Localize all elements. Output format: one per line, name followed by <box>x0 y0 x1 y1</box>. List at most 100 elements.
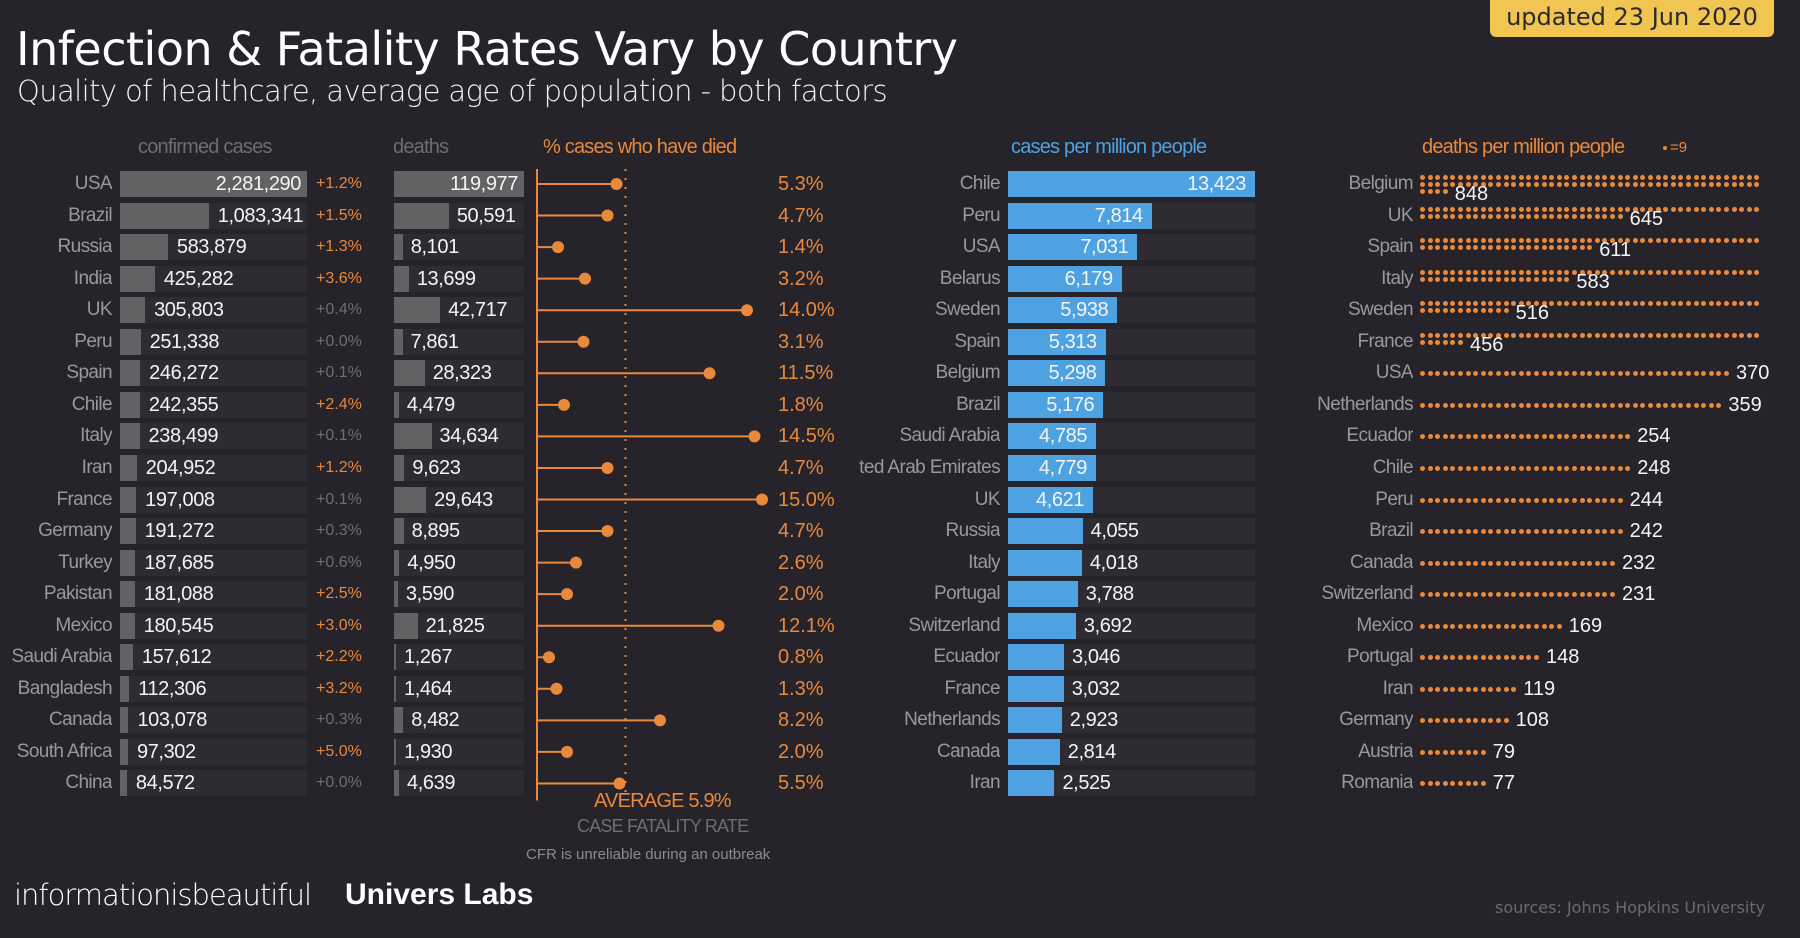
dpm-country-label: Spain <box>1367 236 1413 258</box>
death-dot <box>1579 332 1585 338</box>
death-dot <box>1579 497 1585 503</box>
death-dot <box>1480 301 1486 307</box>
death-dot <box>1465 276 1471 282</box>
death-dot <box>1693 371 1699 377</box>
death-dot <box>1450 497 1456 503</box>
death-dot <box>1435 781 1441 787</box>
deaths-bar <box>394 297 441 324</box>
death-dot <box>1496 332 1501 338</box>
deaths-bar-track <box>394 328 524 355</box>
deaths-bar <box>394 612 418 639</box>
death-dot <box>1503 686 1509 692</box>
deaths-bar <box>394 675 396 702</box>
cfr-dot <box>712 619 725 632</box>
dpm-country-label: Italy <box>1381 267 1413 289</box>
dpm-country-label: Chile <box>1372 456 1413 478</box>
death-dot <box>1488 175 1494 180</box>
death-dot <box>1564 497 1570 503</box>
country-label: Pakistan <box>43 583 112 605</box>
death-dot <box>1610 301 1615 307</box>
death-dot <box>1724 301 1729 307</box>
death-dot <box>1473 371 1479 377</box>
death-dot <box>1724 238 1729 244</box>
death-dot <box>1503 301 1509 307</box>
death-dot <box>1556 301 1562 307</box>
cpm-country-label: Italy <box>968 551 1000 573</box>
death-dot <box>1526 182 1532 187</box>
death-dot <box>1579 175 1585 180</box>
death-dot <box>1442 213 1448 219</box>
death-dot <box>1511 623 1517 629</box>
cases-value: 103,078 <box>137 709 207 732</box>
death-dot <box>1488 402 1494 408</box>
death-dot <box>1663 402 1669 408</box>
death-dot <box>1496 182 1501 187</box>
death-dot <box>1746 269 1752 275</box>
death-dot <box>1556 238 1562 244</box>
cpm-country-label: Switzerland <box>908 614 1000 636</box>
death-dot <box>1587 529 1593 535</box>
death-dot <box>1617 175 1623 180</box>
death-dot <box>1655 182 1661 187</box>
death-dot <box>1488 465 1494 471</box>
cases-bar-track <box>120 612 307 639</box>
death-dot <box>1602 175 1608 180</box>
death-dot <box>1731 238 1737 244</box>
death-dot <box>1549 213 1555 219</box>
death-dot <box>1458 245 1463 251</box>
page-subtitle: Quality of healthcare, average age of po… <box>17 74 888 108</box>
deaths-bar <box>394 518 404 545</box>
death-dot <box>1518 276 1524 282</box>
death-dot <box>1503 308 1509 314</box>
death-dot <box>1473 175 1479 180</box>
death-dot <box>1427 269 1433 275</box>
death-dot <box>1572 182 1577 187</box>
cpm-bar <box>1008 549 1082 576</box>
death-dot <box>1435 308 1441 314</box>
death-dot <box>1541 592 1547 598</box>
death-dot <box>1473 269 1479 275</box>
death-dot <box>1541 245 1547 251</box>
cpm-bar <box>1008 391 1104 418</box>
average-label-text: AVERAGE <box>594 790 684 812</box>
death-dot <box>1534 655 1539 661</box>
death-dot <box>1511 529 1517 535</box>
death-dot <box>1480 276 1486 282</box>
dpm-value: 169 <box>1568 614 1603 637</box>
deaths-bar <box>394 644 396 671</box>
death-dot <box>1435 189 1441 194</box>
cpm-value: 2,814 <box>1067 740 1116 763</box>
cfr-value: 11.5% <box>778 362 834 385</box>
death-dot <box>1480 465 1486 471</box>
death-dot <box>1450 592 1456 598</box>
death-dot <box>1435 529 1441 535</box>
death-dot <box>1579 529 1585 535</box>
death-dot <box>1556 465 1562 471</box>
death-dot <box>1496 206 1501 212</box>
cfr-value: 4.7% <box>778 456 824 479</box>
death-dot <box>1442 655 1448 661</box>
death-dot <box>1556 529 1562 535</box>
death-dot <box>1579 269 1585 275</box>
death-dot <box>1420 718 1425 724</box>
death-dot <box>1716 238 1722 244</box>
deaths-value: 1,464 <box>404 677 453 700</box>
death-dot <box>1503 269 1509 275</box>
death-dot <box>1663 182 1669 187</box>
death-dot <box>1556 245 1562 251</box>
death-dot <box>1435 269 1441 275</box>
death-dot <box>1488 238 1494 244</box>
death-dot <box>1572 592 1577 598</box>
death-dot <box>1465 182 1471 187</box>
death-dot <box>1556 182 1562 187</box>
death-dot <box>1526 623 1532 629</box>
cpm-country-label: Sweden <box>934 299 1000 321</box>
death-dot <box>1496 276 1501 282</box>
death-dot <box>1503 402 1509 408</box>
death-dot <box>1549 182 1555 187</box>
dpm-country-label: Iran <box>1382 677 1413 699</box>
death-dot <box>1708 332 1714 338</box>
death-dot <box>1450 465 1456 471</box>
death-dot <box>1435 718 1441 724</box>
dpm-country-label: Canada <box>1350 551 1413 573</box>
